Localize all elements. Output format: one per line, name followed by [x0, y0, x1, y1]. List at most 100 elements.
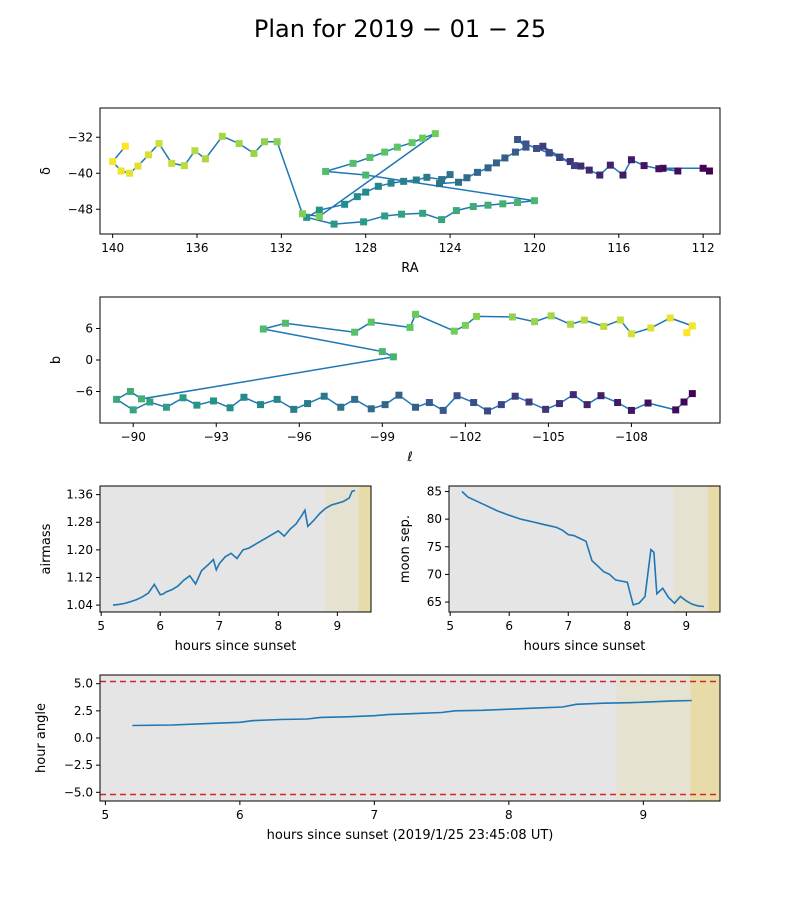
ra-point: [341, 200, 349, 208]
gal-point: [644, 399, 652, 407]
gal-point: [337, 403, 345, 411]
ra-point: [596, 171, 604, 179]
ra-point: [117, 167, 125, 175]
ra-xtick-label: 120: [523, 241, 546, 255]
gal-xlabel: ℓ: [406, 450, 412, 465]
ha-ytick-label: −2.5: [64, 758, 93, 772]
ra-point: [585, 166, 593, 174]
gal-point: [567, 320, 575, 328]
am-xlabel: hours since sunset: [175, 639, 297, 654]
ra-point: [539, 142, 547, 150]
gal-point: [193, 401, 201, 409]
ra-point: [315, 212, 323, 220]
am-ylabel: airmass: [39, 523, 54, 574]
ra-point: [419, 209, 427, 217]
ra-point: [619, 171, 627, 179]
gal-point: [600, 322, 608, 330]
ms-series-line: [461, 490, 705, 608]
gal-point: [240, 393, 248, 401]
ra-point: [360, 218, 368, 226]
gal-point: [614, 399, 622, 407]
gal-point: [680, 398, 688, 406]
ra-xtick-label: 124: [439, 241, 462, 255]
ra-point: [627, 156, 635, 164]
gal-point: [273, 395, 281, 403]
am-xtick-label: 7: [215, 619, 223, 633]
ra-point: [705, 167, 713, 175]
gal-point: [627, 406, 635, 414]
ra-point: [533, 145, 541, 152]
ra-point: [155, 140, 163, 148]
ha-ytick-label: 2.5: [74, 704, 93, 718]
gal-point: [226, 404, 234, 412]
am-ytick-label: 1.12: [66, 570, 93, 584]
gal-point: [290, 405, 298, 413]
ra-xtick-label: 116: [607, 241, 630, 255]
ra-point: [398, 210, 406, 218]
gal-point: [304, 400, 312, 408]
ha-ytick-label: 5.0: [74, 677, 93, 691]
ha-xtick-label: 8: [505, 808, 513, 822]
ra-point: [303, 213, 311, 221]
ms-ytick-label: 75: [427, 540, 442, 554]
ra-point: [455, 178, 463, 186]
ra-point: [570, 162, 578, 170]
gal-point: [688, 390, 696, 398]
ra-point: [201, 155, 209, 163]
ms-xtick-label: 7: [564, 619, 572, 633]
gal-point: [367, 318, 375, 326]
ra-point: [699, 164, 707, 172]
gal-point: [320, 392, 328, 400]
ha-shade-twilight: [616, 675, 691, 801]
ra-point: [514, 136, 522, 143]
ra-point: [121, 142, 129, 150]
am-shade-twilight-late: [358, 486, 371, 612]
ms-ytick-label: 80: [427, 512, 442, 526]
gal-point: [113, 395, 121, 403]
ha-xtick-label: 5: [102, 808, 110, 822]
ra-point: [655, 165, 663, 173]
ra-point: [469, 203, 477, 211]
ra-point: [463, 174, 471, 182]
gal-point: [470, 399, 478, 407]
ra-xtick-label: 140: [101, 241, 124, 255]
ra-point: [381, 212, 389, 220]
gal-point: [555, 400, 563, 408]
gal-point: [138, 395, 146, 403]
ra-point: [606, 161, 614, 169]
ra-point: [436, 180, 444, 188]
ra-point: [530, 197, 538, 205]
gal-point: [484, 407, 491, 415]
ha-series-line: [132, 699, 692, 727]
ms-ytick-label: 70: [427, 567, 442, 581]
gal-ytick-label: 0: [85, 353, 93, 367]
gal-point: [439, 406, 447, 414]
am-xtick-label: 5: [97, 619, 105, 633]
ha-xtick-label: 6: [236, 808, 244, 822]
gal-point: [672, 406, 680, 414]
ra-point: [484, 164, 492, 172]
ra-ylabel: δ: [39, 167, 54, 175]
ms-shade-twilight-late: [707, 486, 720, 612]
ra-xtick-label: 128: [354, 241, 377, 255]
ra-point: [501, 154, 509, 162]
ra-point: [431, 130, 439, 138]
gal-point: [508, 313, 516, 321]
am-series-line: [112, 489, 356, 606]
ms-ytick-label: 85: [427, 485, 442, 499]
ra-point: [659, 164, 667, 172]
gal-point: [126, 388, 134, 395]
gal-xtick-label: −96: [287, 430, 312, 444]
ra-point: [134, 162, 142, 170]
gal-point: [257, 401, 265, 409]
gal-point: [497, 401, 505, 409]
gal-xtick-label: −99: [370, 430, 395, 444]
ra-point: [362, 188, 370, 196]
ra-point: [393, 143, 401, 151]
ra-point: [522, 143, 530, 151]
am-ytick-label: 1.36: [66, 488, 93, 502]
ra-ytick-label: −40: [68, 166, 93, 180]
gal-point: [597, 392, 605, 400]
ra-point: [126, 169, 134, 177]
gal-point: [616, 316, 624, 324]
